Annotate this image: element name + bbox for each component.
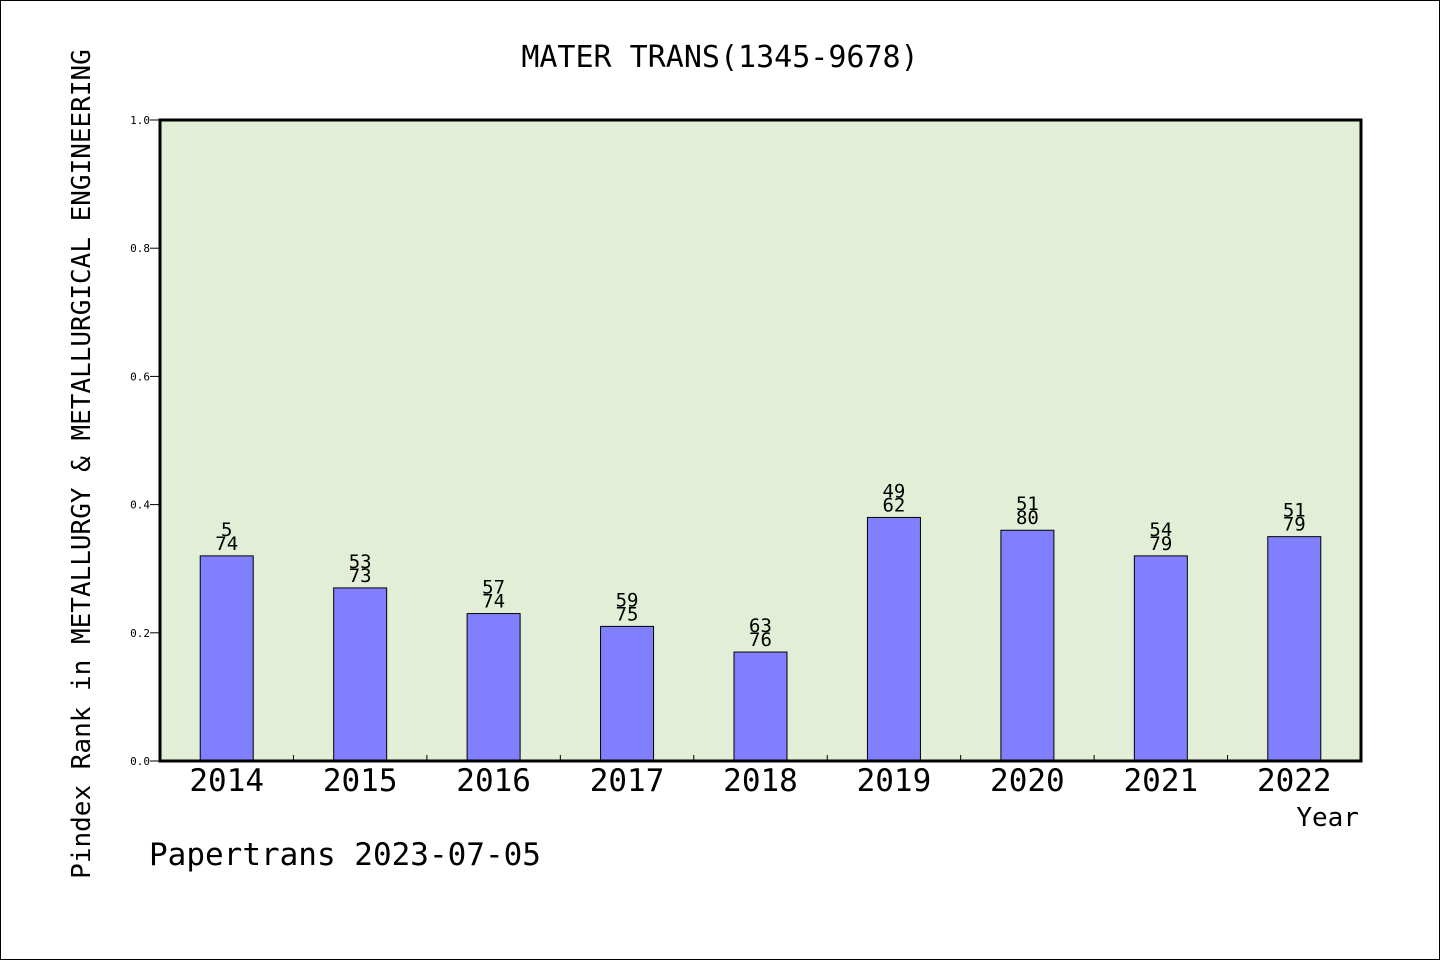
- bar-total-label-2014: 74: [215, 533, 238, 555]
- bar-rank-label-2022: 51: [1283, 500, 1306, 522]
- x-tick-label-2022: 2022: [1257, 763, 1332, 799]
- x-tick-label-2015: 2015: [323, 763, 398, 799]
- bar-total-label-2020: 80: [1016, 507, 1039, 529]
- bar-rank-label-2015: 53: [349, 551, 372, 573]
- y-tick-label: 1.0: [130, 114, 150, 127]
- bar-total-label-2022: 79: [1283, 514, 1306, 536]
- bar-2015: [333, 587, 388, 762]
- y-tick-label: 0.0: [130, 755, 150, 768]
- bar-2021: [1133, 555, 1188, 762]
- y-axis-label: Pindex Rank in METALLURGY & METALLURGICA…: [67, 49, 97, 879]
- chart-footer: Papertrans 2023-07-05: [149, 837, 541, 873]
- bar-rank-label-2018: 63: [749, 615, 772, 637]
- x-tick-label-2019: 2019: [857, 763, 932, 799]
- y-tick-label: 0.8: [130, 242, 150, 255]
- x-tick-label-2017: 2017: [590, 763, 665, 799]
- x-tick-label-2021: 2021: [1124, 763, 1199, 799]
- bar-rank-label-2019: 49: [882, 480, 905, 502]
- bar-2017: [600, 625, 655, 762]
- bar-2018: [733, 651, 788, 762]
- bar-rank-label-2017: 59: [616, 589, 639, 611]
- bar-2019: [866, 516, 921, 762]
- plot-frame: [158, 118, 1363, 763]
- bar-rank-label-2020: 51: [1016, 493, 1039, 515]
- bar-2014: [199, 555, 254, 762]
- bars-group: [199, 516, 1322, 762]
- bar-rank-label-2016: 57: [482, 577, 505, 599]
- bar-total-label-2016: 74: [482, 591, 505, 613]
- x-axis-label: Year: [1296, 803, 1359, 833]
- x-tick-label-2016: 2016: [456, 763, 531, 799]
- bar-total-label-2018: 76: [749, 629, 772, 651]
- chart-title: MATER TRANS(1345-9678): [521, 40, 918, 75]
- bar-total-label-2015: 73: [349, 565, 372, 587]
- bar-rank-label-2021: 54: [1149, 519, 1172, 541]
- x-ticks-group: 2014 2015 2016 2017 2018 2019 2020 2021 2022: [189, 755, 1332, 799]
- bar-rank-label-2014: 5: [221, 519, 232, 541]
- bar-total-label-2021: 79: [1149, 533, 1172, 555]
- y-tick-label: 0.2: [130, 627, 150, 640]
- y-tick-label: 0.4: [130, 499, 150, 512]
- y-tick-label: 0.6: [130, 370, 150, 383]
- bar-total-label-2019: 62: [882, 494, 905, 516]
- bar-2022: [1267, 536, 1322, 762]
- x-tick-label-2014: 2014: [189, 763, 264, 799]
- x-tick-label-2018: 2018: [723, 763, 798, 799]
- bar-2016: [466, 613, 521, 762]
- y-ticks-group: 0.0 0.2 0.4 0.6 0.8 1.0: [130, 114, 160, 768]
- bar-2020: [1000, 529, 1055, 762]
- bar-total-label-2017: 75: [616, 603, 639, 625]
- x-tick-label-2020: 2020: [990, 763, 1065, 799]
